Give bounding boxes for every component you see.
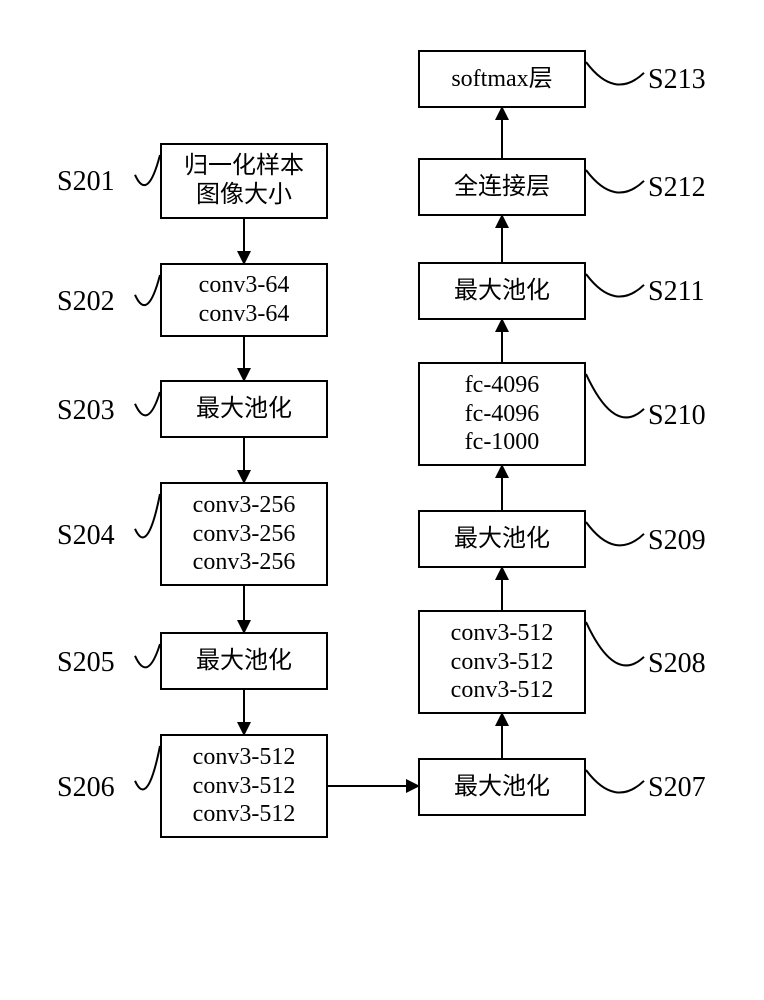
node-text: conv3-256 xyxy=(193,491,296,520)
node-text: conv3-512 xyxy=(451,619,554,648)
flow-node-n11: 最大池化 xyxy=(418,262,586,320)
node-text: 图像大小 xyxy=(196,181,292,210)
flow-node-n13: softmax层 xyxy=(418,50,586,108)
flow-node-n10: fc-4096fc-4096fc-1000 xyxy=(418,362,586,466)
node-text: conv3-512 xyxy=(451,676,554,705)
diagram-canvas: 归一化样本图像大小conv3-64conv3-64最大池化conv3-256co… xyxy=(0,0,764,1000)
connector-layer xyxy=(0,0,764,1000)
node-text: conv3-64 xyxy=(199,271,290,300)
node-text: conv3-512 xyxy=(193,800,296,829)
step-label: S209 xyxy=(648,525,706,557)
step-label: S201 xyxy=(57,166,115,198)
step-label: S205 xyxy=(57,647,115,679)
flow-node-n8: conv3-512conv3-512conv3-512 xyxy=(418,610,586,714)
step-label: S208 xyxy=(648,648,706,680)
node-text: 最大池化 xyxy=(454,773,550,802)
flow-node-n4: conv3-256conv3-256conv3-256 xyxy=(160,482,328,586)
node-text: conv3-512 xyxy=(451,648,554,677)
step-label: S213 xyxy=(648,64,706,96)
step-label: S202 xyxy=(57,286,115,318)
flow-node-n2: conv3-64conv3-64 xyxy=(160,263,328,337)
step-label: S204 xyxy=(57,520,115,552)
node-text: 最大池化 xyxy=(454,277,550,306)
node-text: conv3-512 xyxy=(193,772,296,801)
step-label: S211 xyxy=(648,276,705,308)
node-text: 最大池化 xyxy=(454,525,550,554)
node-text: conv3-256 xyxy=(193,548,296,577)
node-text: conv3-64 xyxy=(199,300,290,329)
flow-node-n1: 归一化样本图像大小 xyxy=(160,143,328,219)
node-text: 全连接层 xyxy=(454,173,550,202)
node-text: conv3-256 xyxy=(193,520,296,549)
flow-node-n9: 最大池化 xyxy=(418,510,586,568)
node-text: 最大池化 xyxy=(196,395,292,424)
node-text: 最大池化 xyxy=(196,647,292,676)
node-text: fc-4096 xyxy=(465,371,540,400)
step-label: S203 xyxy=(57,395,115,427)
step-label: S210 xyxy=(648,400,706,432)
node-text: softmax层 xyxy=(451,65,552,94)
step-label: S206 xyxy=(57,772,115,804)
node-text: 归一化样本 xyxy=(184,152,304,181)
step-label: S207 xyxy=(648,772,706,804)
step-label: S212 xyxy=(648,172,706,204)
flow-node-n12: 全连接层 xyxy=(418,158,586,216)
flow-node-n6: conv3-512conv3-512conv3-512 xyxy=(160,734,328,838)
flow-node-n5: 最大池化 xyxy=(160,632,328,690)
flow-node-n7: 最大池化 xyxy=(418,758,586,816)
node-text: fc-4096 xyxy=(465,400,540,429)
flow-node-n3: 最大池化 xyxy=(160,380,328,438)
node-text: fc-1000 xyxy=(465,428,540,457)
node-text: conv3-512 xyxy=(193,743,296,772)
